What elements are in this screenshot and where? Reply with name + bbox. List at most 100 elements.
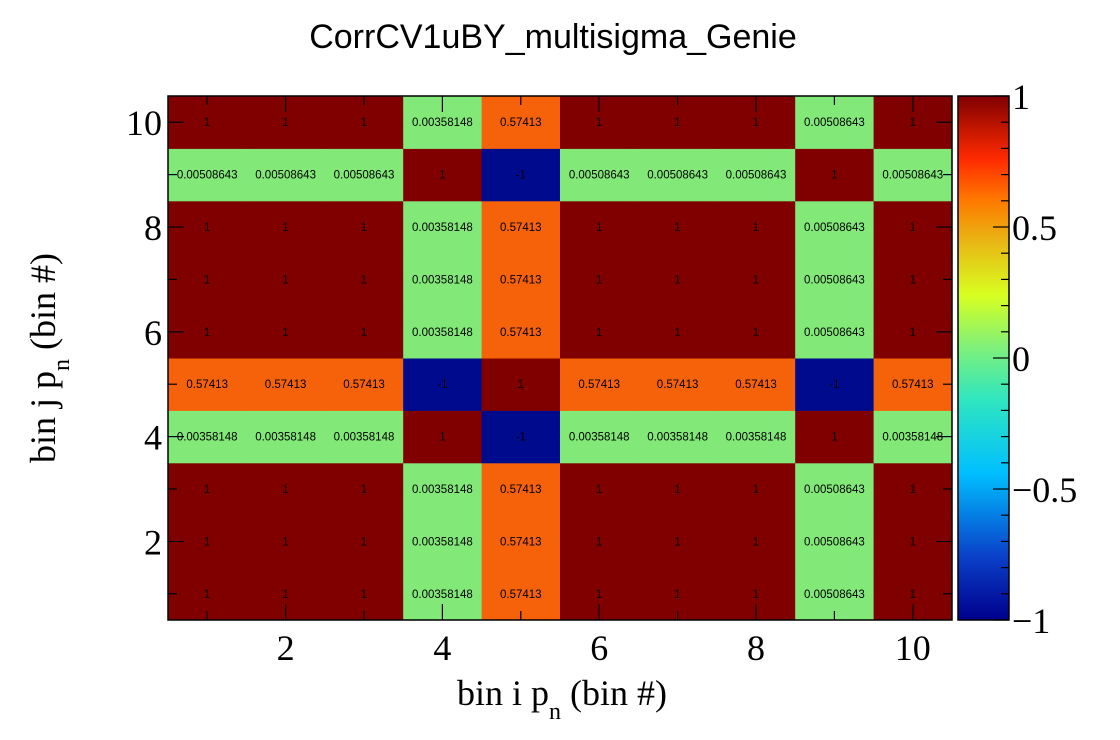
heatmap-cell xyxy=(481,358,561,411)
cell-value-label: 1 xyxy=(282,589,288,601)
cell-value-label: 1 xyxy=(204,484,210,496)
cell-value-label: 0.00358148 xyxy=(412,484,473,496)
cell-value-label: 1 xyxy=(518,379,524,391)
heatmap-cell xyxy=(246,305,326,359)
cell-value-label: 1 xyxy=(596,327,602,339)
heatmap-cell-labels: 1 1 1 0.00358148 0.57413 1 1 1 0.00508643 1 1 1 1 0.0… xyxy=(177,117,943,601)
heatmap-cell xyxy=(168,358,247,411)
cell-value-label: 1 xyxy=(596,274,602,286)
cell-value-label: 0.57413 xyxy=(500,117,542,129)
heatmap-cell xyxy=(795,253,875,307)
heatmap-cell xyxy=(795,148,875,202)
cell-value-label: 0.00358148 xyxy=(647,432,708,444)
heatmap-cell xyxy=(795,200,875,254)
cell-value-label: 1 xyxy=(282,117,288,129)
cell-value-label: 0.00508643 xyxy=(804,274,865,286)
cell-value-label: 1 xyxy=(753,484,759,496)
cell-value-label: 1 xyxy=(204,589,210,601)
cell-value-label: 1 xyxy=(910,274,916,286)
heatmap-cell xyxy=(638,358,718,411)
heatmap-cell xyxy=(873,358,953,411)
heatmap-cell xyxy=(795,410,875,464)
heatmap-cell xyxy=(246,358,326,411)
cell-value-label: 0.00358148 xyxy=(255,432,316,444)
heatmap-cell xyxy=(246,148,326,202)
cell-value-label: 1 xyxy=(204,117,210,129)
cell-value-label: 1 xyxy=(361,274,367,286)
cell-value-label: 0.00358148 xyxy=(412,327,473,339)
heatmap-cell xyxy=(324,462,404,516)
cell-value-label: 0.57413 xyxy=(500,327,542,339)
cell-value-label: 1 xyxy=(282,274,288,286)
heatmap-cell xyxy=(403,515,483,569)
heatmap-cell xyxy=(403,200,483,254)
cell-value-label: 0.00358148 xyxy=(569,432,630,444)
heatmap-cell xyxy=(560,305,639,359)
heatmap-cell xyxy=(638,253,718,307)
heatmap-cell xyxy=(324,148,404,202)
heatmap-cell xyxy=(481,200,561,254)
cell-value-label: 0.00508643 xyxy=(569,170,630,182)
heatmap-cell xyxy=(403,462,483,516)
cell-value-label: 1 xyxy=(753,327,759,339)
y-axis-label: bin j pn (bin #) xyxy=(23,253,75,463)
cell-value-label: 0.57413 xyxy=(578,379,620,391)
heatmap-cell xyxy=(246,410,326,464)
cell-value-label: -1 xyxy=(437,379,447,391)
heatmap-cell xyxy=(324,515,404,569)
cell-value-label: 0.00358148 xyxy=(412,274,473,286)
colorbar-tick-label: −0.5 xyxy=(1012,470,1077,510)
heatmap-cell xyxy=(560,358,639,411)
cell-value-label: 0.00508643 xyxy=(804,484,865,496)
heatmap-cell xyxy=(795,305,875,359)
heatmap-cell xyxy=(873,253,953,307)
cell-value-label: 1 xyxy=(596,589,602,601)
heatmap-cell xyxy=(324,253,404,307)
cell-value-label: 0.00508643 xyxy=(882,170,943,182)
cell-value-label: 1 xyxy=(596,484,602,496)
cell-value-label: 1 xyxy=(910,484,916,496)
cell-value-label: 1 xyxy=(361,484,367,496)
cell-value-label: 0.00358148 xyxy=(412,589,473,601)
cell-value-label: 0.00508643 xyxy=(177,170,238,182)
cell-value-label: 1 xyxy=(204,274,210,286)
heatmap-cell xyxy=(716,358,796,411)
heatmap-cell xyxy=(481,148,561,202)
x-tick-label: 10 xyxy=(895,628,931,668)
cell-value-label: 1 xyxy=(910,117,916,129)
cell-value-label: 1 xyxy=(910,589,916,601)
heatmap-cell xyxy=(481,253,561,307)
heatmap-cell xyxy=(716,148,796,202)
cell-value-label: 1 xyxy=(674,117,680,129)
cell-value-label: 1 xyxy=(204,327,210,339)
heatmap-cell xyxy=(795,515,875,569)
cell-value-label: 1 xyxy=(204,536,210,548)
cell-value-label: 0.57413 xyxy=(500,222,542,234)
cell-value-label: 0.57413 xyxy=(500,536,542,548)
heatmap-cell xyxy=(168,253,247,307)
cell-value-label: 0.57413 xyxy=(500,274,542,286)
x-axis-label: bin i pn (bin #) xyxy=(457,673,667,725)
cell-value-label: 1 xyxy=(282,484,288,496)
chart-title: CorrCV1uBY_multisigma_Genie xyxy=(309,18,797,56)
cell-value-label: 1 xyxy=(361,589,367,601)
heatmap-cell xyxy=(246,200,326,254)
y-tick-label: 8 xyxy=(144,208,162,248)
heatmap-cell xyxy=(716,253,796,307)
x-tick-label: 4 xyxy=(433,628,451,668)
cell-value-label: 0.57413 xyxy=(892,379,934,391)
cell-value-label: 1 xyxy=(282,327,288,339)
heatmap-cell xyxy=(716,515,796,569)
colorbar-tick-label: −1 xyxy=(1012,601,1050,641)
cell-value-label: 0.57413 xyxy=(265,379,307,391)
cell-value-label: 1 xyxy=(439,170,445,182)
cell-value-label: 1 xyxy=(282,222,288,234)
heatmap-cell xyxy=(638,515,718,569)
x-tick-label: 2 xyxy=(277,628,295,668)
cell-value-label: 1 xyxy=(204,222,210,234)
cell-value-label: 0.57413 xyxy=(186,379,228,391)
heatmap-cell xyxy=(246,253,326,307)
colorbar-tick-label: 0 xyxy=(1012,339,1030,379)
y-tick-label: 6 xyxy=(144,313,162,353)
